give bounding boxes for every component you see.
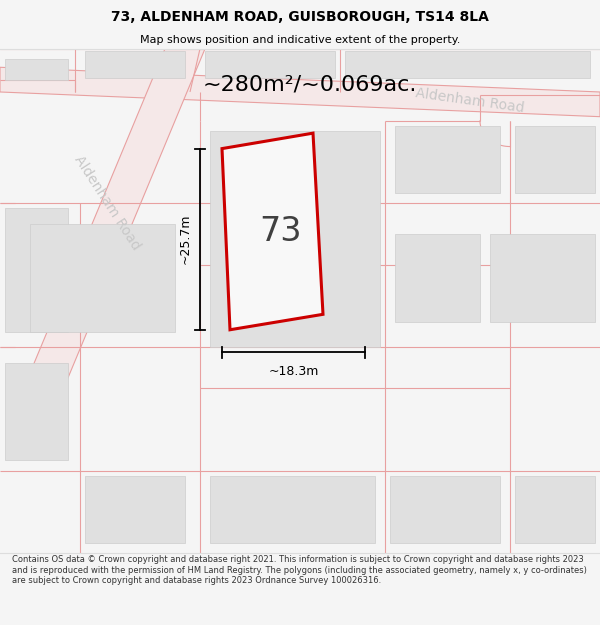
Polygon shape	[345, 51, 590, 78]
Polygon shape	[222, 133, 323, 330]
Text: ~25.7m: ~25.7m	[179, 214, 192, 264]
Text: Contains OS data © Crown copyright and database right 2021. This information is : Contains OS data © Crown copyright and d…	[12, 555, 587, 585]
Text: Map shows position and indicative extent of the property.: Map shows position and indicative extent…	[140, 35, 460, 45]
Text: Aldenham Road: Aldenham Road	[415, 86, 526, 115]
Polygon shape	[30, 224, 175, 332]
Polygon shape	[390, 476, 500, 543]
Polygon shape	[15, 49, 205, 409]
Polygon shape	[515, 126, 595, 193]
Polygon shape	[490, 234, 595, 321]
Polygon shape	[395, 126, 500, 193]
Text: Aldenham Road: Aldenham Road	[71, 153, 143, 253]
Polygon shape	[210, 131, 380, 348]
Polygon shape	[515, 476, 595, 543]
Polygon shape	[210, 476, 375, 543]
Polygon shape	[5, 59, 68, 79]
Polygon shape	[85, 476, 185, 543]
Text: 73, ALDENHAM ROAD, GUISBOROUGH, TS14 8LA: 73, ALDENHAM ROAD, GUISBOROUGH, TS14 8LA	[111, 10, 489, 24]
Polygon shape	[5, 208, 68, 332]
Polygon shape	[85, 51, 185, 78]
Text: 73: 73	[259, 215, 301, 248]
Text: ~280m²/~0.069ac.: ~280m²/~0.069ac.	[203, 75, 417, 95]
Polygon shape	[5, 362, 68, 461]
Text: ~18.3m: ~18.3m	[268, 365, 319, 378]
Polygon shape	[205, 51, 335, 78]
Polygon shape	[0, 68, 600, 117]
Polygon shape	[395, 234, 480, 321]
